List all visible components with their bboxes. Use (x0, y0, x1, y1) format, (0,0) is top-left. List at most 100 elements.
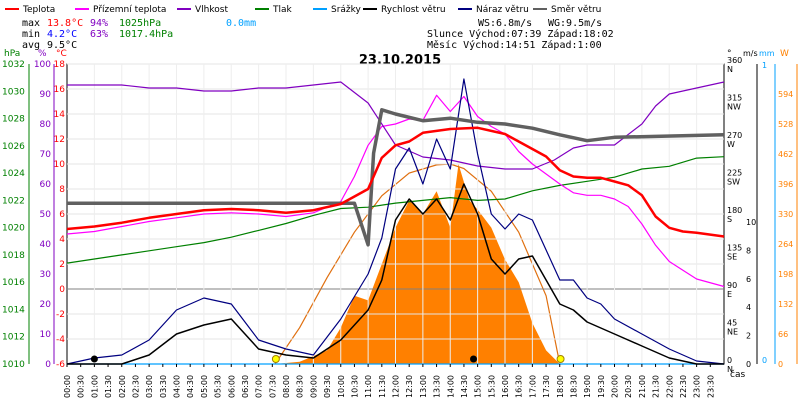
temperature-tick-label: 2 (59, 260, 65, 270)
pressure-tick-label: 1012 (2, 333, 25, 343)
pressure-tick-label: 1016 (2, 278, 25, 288)
humidity-tick-label: 50 (40, 210, 52, 220)
x-tick-label: 18:00 (556, 375, 565, 398)
radiation-tick-label: 462 (778, 150, 793, 159)
radiation-tick-label: 528 (778, 120, 793, 129)
legend-label: Vlhkost (195, 5, 228, 15)
series-line-přízemní-teplota (66, 94, 725, 288)
legend-label: Rychlost větru (381, 5, 446, 15)
pressure-tick-label: 1010 (2, 360, 25, 370)
x-tick-label: 10:00 (337, 375, 346, 398)
x-tick-label: 20:00 (611, 375, 620, 398)
direction-tick-compass: NE (727, 328, 738, 337)
series-line-vlhkost (67, 81, 725, 170)
pressure-tick-label: 1024 (2, 169, 25, 179)
direction-tick-compass: N (727, 365, 733, 374)
axis-direction-unit: ° (727, 49, 732, 59)
x-tick-label: 17:00 (528, 375, 537, 398)
legend: Teplota Přízemní teplota Vlhkost Tlak Srážky… (5, 5, 601, 15)
wind-tick-label: 6 (746, 275, 751, 284)
pressure-tick-label: 1028 (2, 115, 25, 125)
info-wg: WG:9.5m/s (548, 18, 602, 29)
series-line-náraz-větru (66, 78, 725, 365)
axis-wind-unit: m/s (743, 49, 758, 58)
temperature-tick-label: 18 (54, 60, 66, 70)
x-tick-label: 17:30 (542, 375, 551, 398)
stat-min-hum: 63% (90, 29, 108, 40)
stat-min-temp: 4.2°C (47, 29, 77, 40)
humidity-tick-label: 60 (40, 180, 52, 190)
wind-tick-label: 8 (746, 246, 751, 255)
x-tick-label: 21:00 (638, 375, 647, 398)
x-tick-label: 00:00 (63, 375, 72, 398)
humidity-tick-label: 20 (40, 300, 52, 310)
series-line-tlak (66, 156, 725, 264)
x-tick-label: 06:30 (241, 375, 250, 398)
direction-tick-degree: 45 (727, 319, 737, 328)
x-tick-label: 01:30 (104, 375, 113, 398)
x-tick-label: 16:00 (501, 375, 510, 398)
humidity-tick-label: 40 (40, 240, 52, 250)
axes: hPa1010101210141016101810201022102410261… (2, 49, 798, 398)
legend-label: Teplota (22, 5, 55, 15)
temperature-tick-label: -4 (56, 335, 65, 345)
x-tick-label: 19:30 (597, 375, 606, 398)
temperature-tick-label: 0 (59, 285, 65, 295)
x-axis-label: čas (730, 369, 745, 380)
legend-label: Přízemní teplota (93, 5, 166, 15)
direction-tick-compass: W (727, 140, 735, 149)
legend-label: Tlak (272, 5, 293, 15)
pressure-tick-label: 1014 (2, 305, 25, 315)
direction-tick-degree: 135 (727, 244, 742, 253)
humidity-tick-label: 90 (40, 90, 52, 100)
humidity-tick-label: 80 (40, 120, 52, 130)
series-line-směr-větru (67, 108, 725, 247)
x-tick-label: 04:00 (173, 375, 182, 398)
x-tick-label: 15:30 (487, 375, 496, 398)
x-tick-label: 11:00 (364, 375, 373, 398)
x-tick-label: 05:30 (214, 375, 223, 398)
stat-avg-label: avg (22, 40, 40, 51)
pressure-tick-label: 1020 (2, 224, 25, 234)
direction-tick-compass: SE (727, 253, 737, 262)
x-tick-label: 01:00 (90, 375, 99, 398)
series-layer (66, 78, 725, 365)
moon-icon (470, 355, 478, 363)
x-tick-label: 02:00 (118, 375, 127, 398)
direction-tick-degree: 0 (727, 356, 732, 365)
chart-title: 23.10.2015 (359, 53, 441, 68)
humidity-tick-label: 10 (40, 330, 52, 340)
x-tick-label: 13:00 (419, 375, 428, 398)
temperature-tick-label: 4 (59, 235, 65, 245)
x-tick-label: 22:30 (679, 375, 688, 398)
direction-tick-compass: N (727, 65, 733, 74)
radiation-tick-label: 198 (778, 270, 793, 279)
direction-tick-degree: 90 (727, 281, 737, 290)
humidity-tick-label: 0 (45, 360, 51, 370)
wind-tick-label: 0 (746, 360, 751, 369)
temperature-tick-label: 14 (54, 110, 66, 120)
axis-rain-unit: mm (759, 49, 775, 58)
x-tick-label: 10:30 (350, 375, 359, 398)
axis-radiation-unit: W (780, 49, 789, 59)
direction-tick-degree: 180 (727, 206, 742, 215)
x-tick-label: 21:30 (652, 375, 661, 398)
sun-moon-markers (90, 355, 565, 363)
direction-tick-compass: S (727, 215, 732, 224)
temperature-tick-label: 8 (59, 185, 65, 195)
sun-icon (556, 355, 565, 363)
temperature-tick-label: 6 (59, 210, 65, 220)
direction-tick-compass: SW (727, 178, 740, 187)
axis-temperature-unit: °C (56, 49, 67, 59)
series-line-rychlost-větru (67, 183, 724, 365)
info-ws: WS:6.8m/s (478, 18, 532, 29)
radiation-tick-label: 264 (778, 240, 793, 249)
pressure-tick-label: 1030 (2, 87, 25, 97)
wind-tick-label: 2 (746, 332, 751, 341)
x-tick-label: 02:30 (131, 375, 140, 398)
x-tick-label: 04:30 (186, 375, 195, 398)
humidity-tick-label: 100 (34, 60, 51, 70)
legend-label: Směr větru (551, 5, 601, 15)
